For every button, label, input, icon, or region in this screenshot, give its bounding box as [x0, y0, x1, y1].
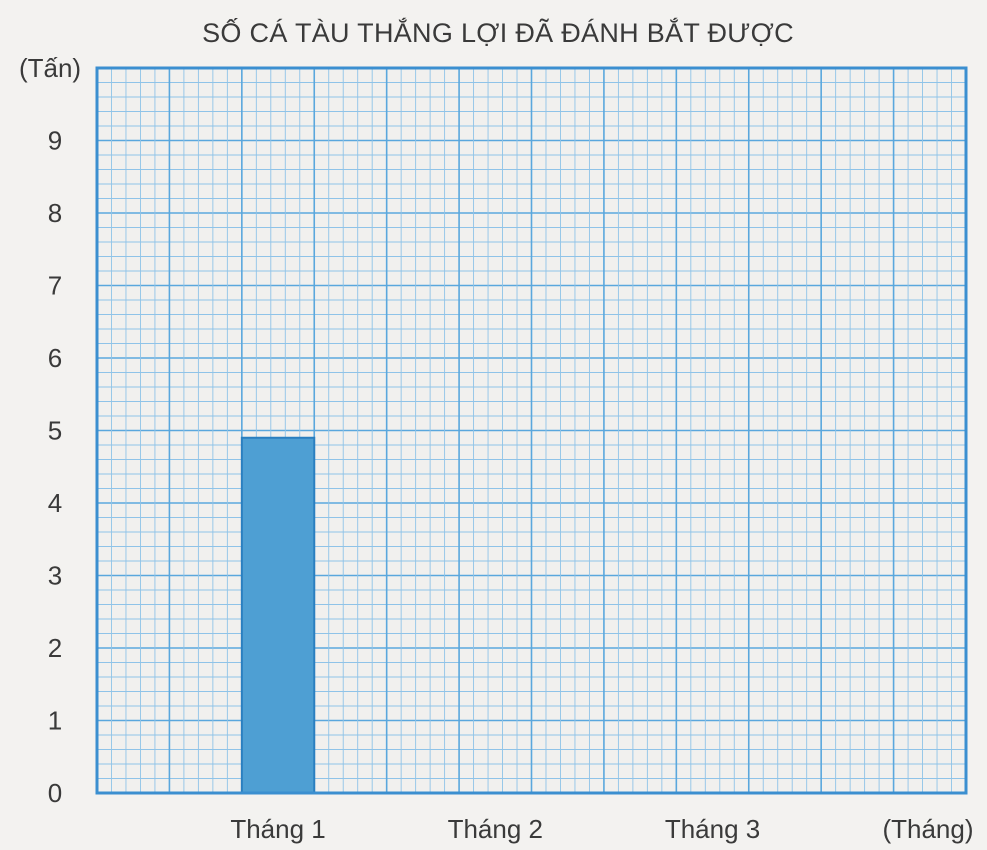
plot-frame [95, 66, 968, 795]
y-tick-label: 9 [48, 126, 62, 156]
y-tick-label: 5 [48, 416, 62, 446]
bar-1 [240, 436, 316, 794]
plot-border [95, 66, 968, 795]
x-tick-label: Tháng 2 [448, 814, 543, 844]
y-tick-label: 6 [48, 343, 62, 373]
bars [240, 436, 316, 794]
chart-title: SỐ CÁ TÀU THẮNG LỢI ĐÃ ĐÁNH BẮT ĐƯỢC [202, 16, 794, 48]
x-tick-label: Tháng 3 [665, 814, 760, 844]
x-axis-unit-label: (Tháng) [882, 814, 973, 844]
y-tick-label: 8 [48, 198, 62, 228]
x-axis: Tháng 1 Tháng 2 Tháng 3 [230, 814, 760, 844]
y-tick-label: 0 [48, 778, 62, 808]
grid [97, 68, 966, 793]
y-tick-label: 2 [48, 633, 62, 663]
y-tick-label: 4 [48, 488, 62, 518]
y-tick-label: 7 [48, 271, 62, 301]
y-axis-unit-label: (Tấn) [19, 53, 81, 83]
y-tick-label: 1 [48, 706, 62, 736]
y-tick-label: 3 [48, 561, 62, 591]
y-axis: 0 1 2 3 4 5 6 7 8 9 [48, 126, 62, 809]
x-tick-label: Tháng 1 [230, 814, 325, 844]
